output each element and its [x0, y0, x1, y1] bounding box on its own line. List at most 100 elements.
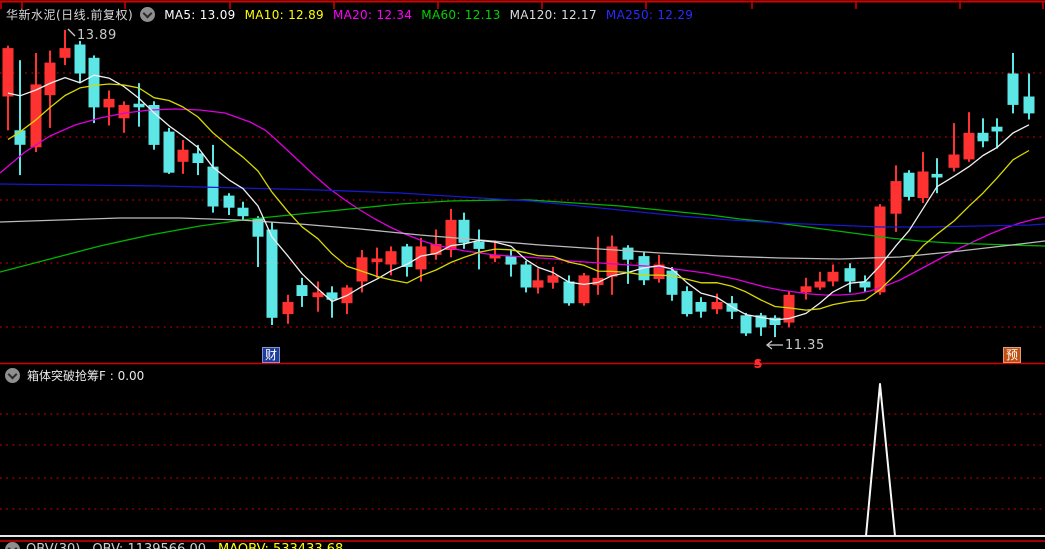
candle-up[interactable] — [44, 62, 56, 96]
candle-down[interactable] — [755, 315, 767, 328]
obv-value: OBV: 1139566.00 — [92, 542, 206, 549]
candle-up[interactable] — [800, 286, 812, 293]
candle-up[interactable] — [2, 48, 14, 97]
candle-up[interactable] — [814, 281, 826, 288]
candle-up[interactable] — [948, 154, 960, 168]
candle-down[interactable] — [740, 315, 752, 334]
candle-down[interactable] — [326, 292, 338, 300]
chevron-down-icon[interactable] — [5, 542, 20, 549]
candle-up[interactable] — [606, 246, 618, 277]
candle-up[interactable] — [282, 302, 294, 315]
candle-down[interactable] — [769, 317, 781, 325]
ma-value-ma5: MA5: 13.09 — [164, 7, 236, 22]
signal-letter: S — [753, 357, 763, 371]
candle-up[interactable] — [312, 292, 324, 298]
event-badge[interactable]: 财 — [262, 347, 281, 363]
candle-down[interactable] — [14, 130, 26, 145]
candle-up[interactable] — [371, 258, 383, 263]
high-price-label: 13.89 — [77, 28, 117, 43]
candle-down[interactable] — [859, 281, 871, 288]
ma-line-ma120 — [0, 217, 1045, 260]
candle-down[interactable] — [1023, 96, 1035, 114]
buy-signal-marker[interactable]: S — [751, 340, 765, 370]
candle-down[interactable] — [163, 131, 175, 173]
candle-up[interactable] — [445, 219, 457, 250]
candle-down[interactable] — [207, 166, 219, 207]
event-badge[interactable]: 预 — [1003, 347, 1022, 363]
candle-down[interactable] — [458, 219, 470, 243]
candle-up[interactable] — [963, 132, 975, 160]
candle-up[interactable] — [59, 48, 71, 58]
candle-down[interactable] — [192, 153, 204, 163]
candle-up[interactable] — [385, 251, 397, 265]
candle-down[interactable] — [666, 270, 678, 295]
candle-up[interactable] — [30, 84, 42, 148]
low-price-label: 11.35 — [785, 338, 825, 353]
obv-label[interactable]: OBV(30) — [26, 542, 80, 549]
candle-down[interactable] — [681, 291, 693, 315]
indicator-separator: : — [105, 368, 118, 383]
candle-down[interactable] — [74, 44, 86, 74]
ma-line-ma5 — [7, 74, 1030, 321]
indicator-value: 0.00 — [117, 368, 145, 383]
candle-up[interactable] — [711, 302, 723, 310]
low-pointer-arrowhead — [765, 340, 773, 350]
candle-up[interactable] — [917, 171, 929, 199]
candle-up[interactable] — [592, 277, 604, 286]
obv-indicator-header: OBV(30) OBV: 1139566.00 MAOBV: 533433.68 — [5, 542, 355, 549]
candle-up[interactable] — [653, 264, 665, 280]
candle-up[interactable] — [489, 254, 501, 259]
ma-value-ma120: MA120: 12.17 — [509, 7, 597, 22]
candle-down[interactable] — [991, 126, 1003, 132]
candle-up[interactable] — [890, 181, 902, 214]
candle-up[interactable] — [532, 280, 544, 288]
candle-down[interactable] — [931, 173, 943, 178]
candle-up[interactable] — [783, 294, 795, 323]
candle-down[interactable] — [223, 195, 235, 208]
ma-values-row: MA5: 13.09 MA10: 12.89 MA20: 12.34 MA60: 12… — [155, 8, 693, 22]
candle-down[interactable] — [844, 268, 856, 282]
candle-down[interactable] — [1007, 73, 1019, 105]
candle-down[interactable] — [977, 132, 989, 142]
candle-down[interactable] — [622, 247, 634, 260]
ma-value-ma60: MA60: 12.13 — [421, 7, 501, 22]
candle-up[interactable] — [578, 275, 590, 304]
chart-header: 华新水泥(日线.前复权) MA5: 13.09 MA10: 12.89 MA20: … — [6, 6, 693, 23]
ma-line-ma60 — [0, 199, 1045, 273]
candle-up[interactable] — [547, 275, 559, 283]
indicator-name[interactable]: 箱体突破抢筹F — [27, 369, 106, 383]
candle-down[interactable] — [401, 246, 413, 267]
candle-up[interactable] — [103, 98, 115, 108]
candle-down[interactable] — [903, 172, 915, 197]
ma-value-ma250: MA250: 12.29 — [605, 7, 694, 22]
candle-up[interactable] — [118, 105, 130, 119]
ma-line-ma10 — [7, 83, 1030, 311]
stock-title: 华新水泥(日线.前复权) — [6, 8, 134, 22]
candle-up[interactable] — [827, 271, 839, 282]
indicator-spike — [865, 383, 896, 537]
maobv-value: MAOBV: 533433.68 — [218, 542, 343, 549]
candle-down[interactable] — [296, 285, 308, 296]
candle-down[interactable] — [505, 256, 517, 265]
chevron-down-icon[interactable] — [5, 368, 20, 383]
indicator-header: 箱体突破抢筹F : 0.00 — [5, 367, 144, 384]
ma-value-ma10: MA10: 12.89 — [244, 7, 324, 22]
candle-down[interactable] — [266, 229, 278, 318]
candle-down[interactable] — [520, 264, 532, 288]
candle-down[interactable] — [237, 207, 249, 217]
candle-down[interactable] — [148, 105, 160, 145]
chevron-down-icon[interactable] — [140, 7, 156, 22]
candle-down[interactable] — [695, 302, 707, 312]
candle-down[interactable] — [563, 281, 575, 304]
candle-down[interactable] — [252, 218, 264, 237]
candle-up[interactable] — [415, 246, 427, 270]
candle-down[interactable] — [133, 103, 145, 108]
candle-down[interactable] — [473, 241, 485, 249]
candle-down[interactable] — [88, 57, 100, 108]
candle-up[interactable] — [356, 257, 368, 282]
candle-up[interactable] — [430, 244, 442, 255]
candle-up[interactable] — [874, 206, 886, 293]
candle-up[interactable] — [177, 149, 189, 162]
